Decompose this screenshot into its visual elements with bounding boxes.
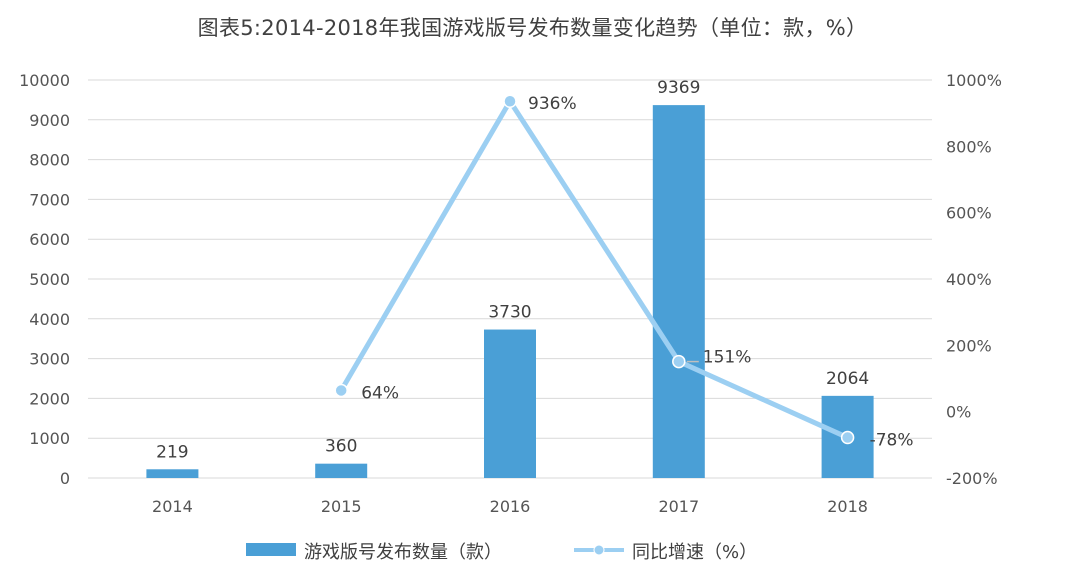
y-left-tick-label: 6000 [29, 230, 70, 249]
line-point [672, 354, 686, 369]
bar-data-label: 219 [156, 442, 188, 462]
y-right-tick-label: -200% [946, 469, 998, 488]
y-right-tick-label: 1000% [946, 71, 1002, 90]
x-tick-label: 2014 [152, 497, 193, 516]
line-point [840, 430, 855, 445]
legend-swatch-marker [593, 544, 605, 556]
line-point [503, 94, 517, 108]
line-data-label: 151% [703, 348, 752, 368]
chart-title: 图表5:2014-2018年我国游戏版号发布数量变化趋势（单位：款，%） [197, 16, 868, 40]
y-right-tick-label: 800% [946, 137, 992, 156]
x-tick-label: 2016 [490, 497, 531, 516]
y-left-tick-label: 0 [60, 469, 70, 488]
y-left-tick-label: 7000 [29, 190, 70, 209]
y-left-tick-label: 2000 [29, 389, 70, 408]
bar-data-label: 360 [325, 437, 357, 457]
bar [315, 463, 368, 478]
x-tick-label: 2017 [658, 497, 699, 516]
line-data-label: 936% [528, 94, 577, 114]
y-left-tick-label: 3000 [29, 350, 70, 369]
bar-data-label: 9369 [657, 78, 700, 98]
y-right-tick-label: 600% [946, 204, 992, 223]
bar [484, 329, 536, 478]
bar [652, 105, 705, 478]
y-right-tick-label: 200% [946, 336, 992, 355]
y-left-tick-label: 1000 [29, 429, 70, 448]
y-left-tick-label: 5000 [29, 270, 70, 289]
line-data-label: -78% [870, 431, 914, 451]
bar-data-label: 3730 [488, 303, 531, 323]
y-left-tick-label: 4000 [29, 310, 70, 329]
bar [146, 469, 199, 478]
legend-label-bar: 游戏版号发布数量（款） [304, 542, 502, 563]
y-right-tick-label: 0% [946, 403, 971, 422]
y-left-tick-label: 8000 [29, 151, 70, 170]
legend-swatch-bar [246, 543, 296, 556]
line-point [334, 383, 348, 398]
line-series [338, 98, 851, 441]
line-data-label: 64% [361, 383, 399, 403]
y-left-tick-label: 10000 [19, 71, 70, 90]
x-tick-label: 2018 [827, 497, 868, 516]
x-tick-label: 2015 [321, 497, 362, 516]
y-left-tick-label: 9000 [29, 111, 70, 130]
legend-label-line: 同比增速（%） [632, 542, 757, 563]
y-right-tick-label: 400% [946, 270, 992, 289]
bar-data-label: 2064 [826, 369, 869, 389]
